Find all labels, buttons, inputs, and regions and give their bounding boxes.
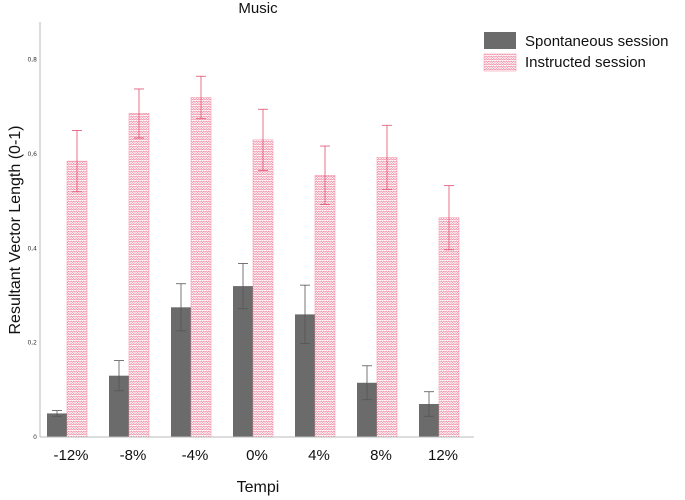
legend-swatch-instructed (483, 53, 517, 72)
bar-spontaneous (233, 286, 253, 437)
x-tick-label: -12% (53, 447, 88, 464)
x-tick-label: 8% (370, 447, 392, 464)
bar-instructed (66, 160, 88, 438)
bar-spontaneous (171, 307, 191, 437)
y-tick-label: 0,2 (27, 340, 37, 347)
x-tick-label: 4% (308, 447, 330, 464)
legend-swatch-spontaneous (484, 32, 516, 49)
bar-spontaneous (47, 413, 67, 437)
chart-title: Music (238, 0, 278, 17)
x-tick-label: 12% (428, 447, 458, 464)
bar-instructed (438, 217, 460, 438)
bar-instructed (252, 139, 274, 438)
x-tick-label: -8% (120, 447, 147, 464)
bar-spontaneous (357, 382, 377, 437)
plot-area: 0 0,2 0,4 0,6 0,8 -12% -8% -4% 0% 4% 8% 12% (27, 57, 460, 464)
x-axis-label: Tempi (237, 479, 280, 496)
bar-instructed (314, 175, 336, 438)
legend-label-spontaneous: Spontaneous session (525, 33, 668, 50)
x-tick-label: 0% (246, 447, 268, 464)
x-tick-label: -4% (182, 447, 209, 464)
y-tick-label: 0,8 (27, 57, 37, 64)
y-tick-label: 0,6 (27, 151, 37, 158)
legend-label-instructed: Instructed session (525, 54, 646, 71)
bar-spontaneous (295, 314, 315, 437)
bar-spontaneous (419, 403, 439, 437)
bar-instructed (128, 113, 150, 438)
y-tick-label: 0,4 (27, 245, 37, 252)
y-axis-label: Resultant Vector Length (0-1) (7, 125, 24, 334)
legend: Spontaneous session Instructed session (483, 32, 668, 72)
bar-instructed (376, 157, 398, 438)
y-tick-label: 0 (33, 434, 37, 441)
bar-instructed (190, 97, 212, 438)
